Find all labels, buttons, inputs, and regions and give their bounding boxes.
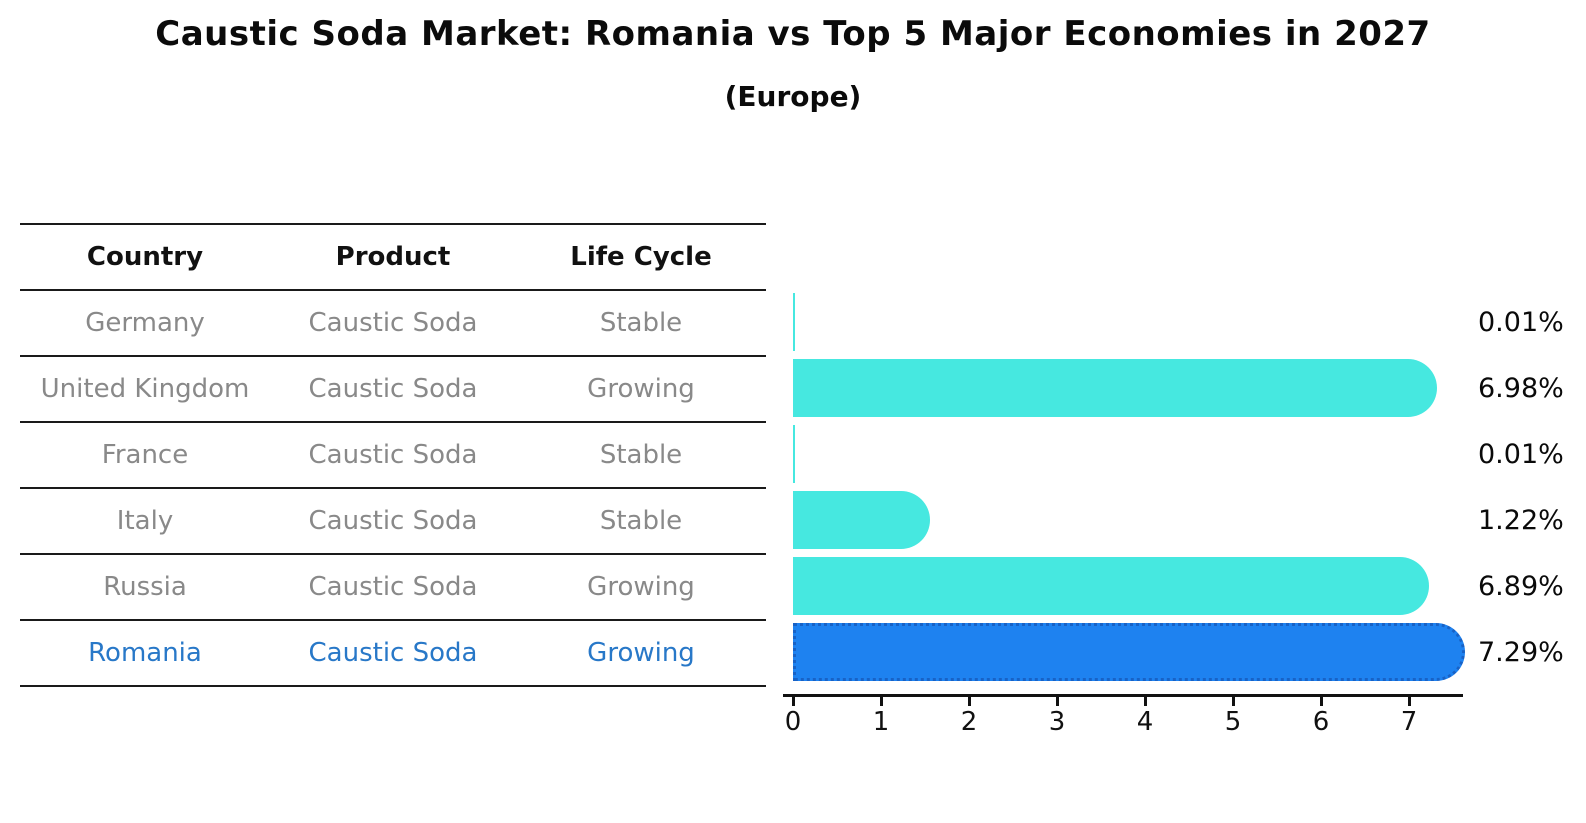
country-cell: United Kingdom xyxy=(40,374,250,404)
bar-row-germany xyxy=(783,289,1483,355)
x-axis-tick xyxy=(879,697,883,706)
x-axis-line xyxy=(783,694,1463,697)
x-axis-tick xyxy=(791,697,795,706)
x-axis-tick xyxy=(1319,697,1323,706)
product-cell: Caustic Soda xyxy=(308,308,478,338)
product-cell: Caustic Soda xyxy=(308,374,478,404)
x-axis-tick-label: 4 xyxy=(1136,707,1154,737)
bar-row-russia xyxy=(783,553,1483,619)
table-row-united-kingdom: United Kingdom Caustic Soda Growing xyxy=(20,357,766,423)
bar-germany xyxy=(793,293,795,351)
value-label-france: 0.01% xyxy=(1478,438,1564,470)
country-cell: Romania xyxy=(88,638,202,668)
table-row-france: France Caustic Soda Stable xyxy=(20,423,766,489)
x-axis-tick xyxy=(1143,697,1147,706)
product-cell: Caustic Soda xyxy=(308,506,478,536)
bar-row-france xyxy=(783,421,1483,487)
x-axis-tick-label: 7 xyxy=(1400,707,1418,737)
table-header-row: Country Product Life Cycle xyxy=(20,225,766,291)
x-axis-tick-label: 1 xyxy=(872,707,890,737)
value-label-column: 0.01% 6.98% 0.01% 1.22% 6.89% 7.29% xyxy=(1478,289,1586,685)
country-cell: France xyxy=(101,440,189,470)
product-cell: Caustic Soda xyxy=(308,638,478,668)
x-axis-tick-label: 5 xyxy=(1224,707,1242,737)
column-header-product: Product xyxy=(335,242,451,272)
value-label-italy: 1.22% xyxy=(1478,504,1564,536)
bar-france xyxy=(793,425,795,483)
table-row-romania: Romania Caustic Soda Growing xyxy=(20,621,766,687)
column-header-life-cycle: Life Cycle xyxy=(570,242,712,272)
x-axis-tick xyxy=(1231,697,1235,706)
x-axis-tick xyxy=(1407,697,1411,706)
bar-chart xyxy=(783,289,1483,685)
country-cell: Italy xyxy=(116,506,174,536)
life-cycle-cell: Stable xyxy=(599,506,683,536)
table-row-italy: Italy Caustic Soda Stable xyxy=(20,489,766,555)
life-cycle-cell: Stable xyxy=(599,440,683,470)
x-axis-tick-label: 0 xyxy=(784,707,802,737)
bar-row-united-kingdom xyxy=(783,355,1483,421)
value-label-russia: 6.89% xyxy=(1478,570,1564,602)
country-cell: Russia xyxy=(103,572,187,602)
product-cell: Caustic Soda xyxy=(308,572,478,602)
table-row-germany: Germany Caustic Soda Stable xyxy=(20,291,766,357)
x-axis-tick-label: 6 xyxy=(1312,707,1330,737)
value-label-germany: 0.01% xyxy=(1478,306,1564,338)
x-axis: 0 1 2 3 4 5 6 7 xyxy=(783,694,1473,744)
value-label-united-kingdom: 6.98% xyxy=(1478,372,1564,404)
country-cell: Germany xyxy=(85,308,205,338)
x-axis-tick-label: 3 xyxy=(1048,707,1066,737)
life-cycle-cell: Growing xyxy=(587,572,695,602)
life-cycle-cell: Growing xyxy=(587,638,695,668)
country-table: Country Product Life Cycle Germany Caust… xyxy=(20,223,766,687)
table-row-russia: Russia Caustic Soda Growing xyxy=(20,555,766,621)
x-axis-tick xyxy=(1055,697,1059,706)
column-header-country: Country xyxy=(86,242,204,272)
bar-row-italy xyxy=(783,487,1483,553)
x-axis-tick xyxy=(967,697,971,706)
bar-romania xyxy=(793,623,1465,681)
x-axis-tick-label: 2 xyxy=(960,707,978,737)
chart-subtitle: (Europe) xyxy=(724,80,862,113)
chart-title: Caustic Soda Market: Romania vs Top 5 Ma… xyxy=(155,14,1431,54)
bar-row-romania xyxy=(783,619,1483,685)
life-cycle-cell: Growing xyxy=(587,374,695,404)
bar-united-kingdom xyxy=(793,359,1438,417)
product-cell: Caustic Soda xyxy=(308,440,478,470)
bar-russia xyxy=(793,557,1430,615)
bar-italy xyxy=(793,491,931,549)
value-label-romania: 7.29% xyxy=(1478,636,1564,668)
life-cycle-cell: Stable xyxy=(599,308,683,338)
